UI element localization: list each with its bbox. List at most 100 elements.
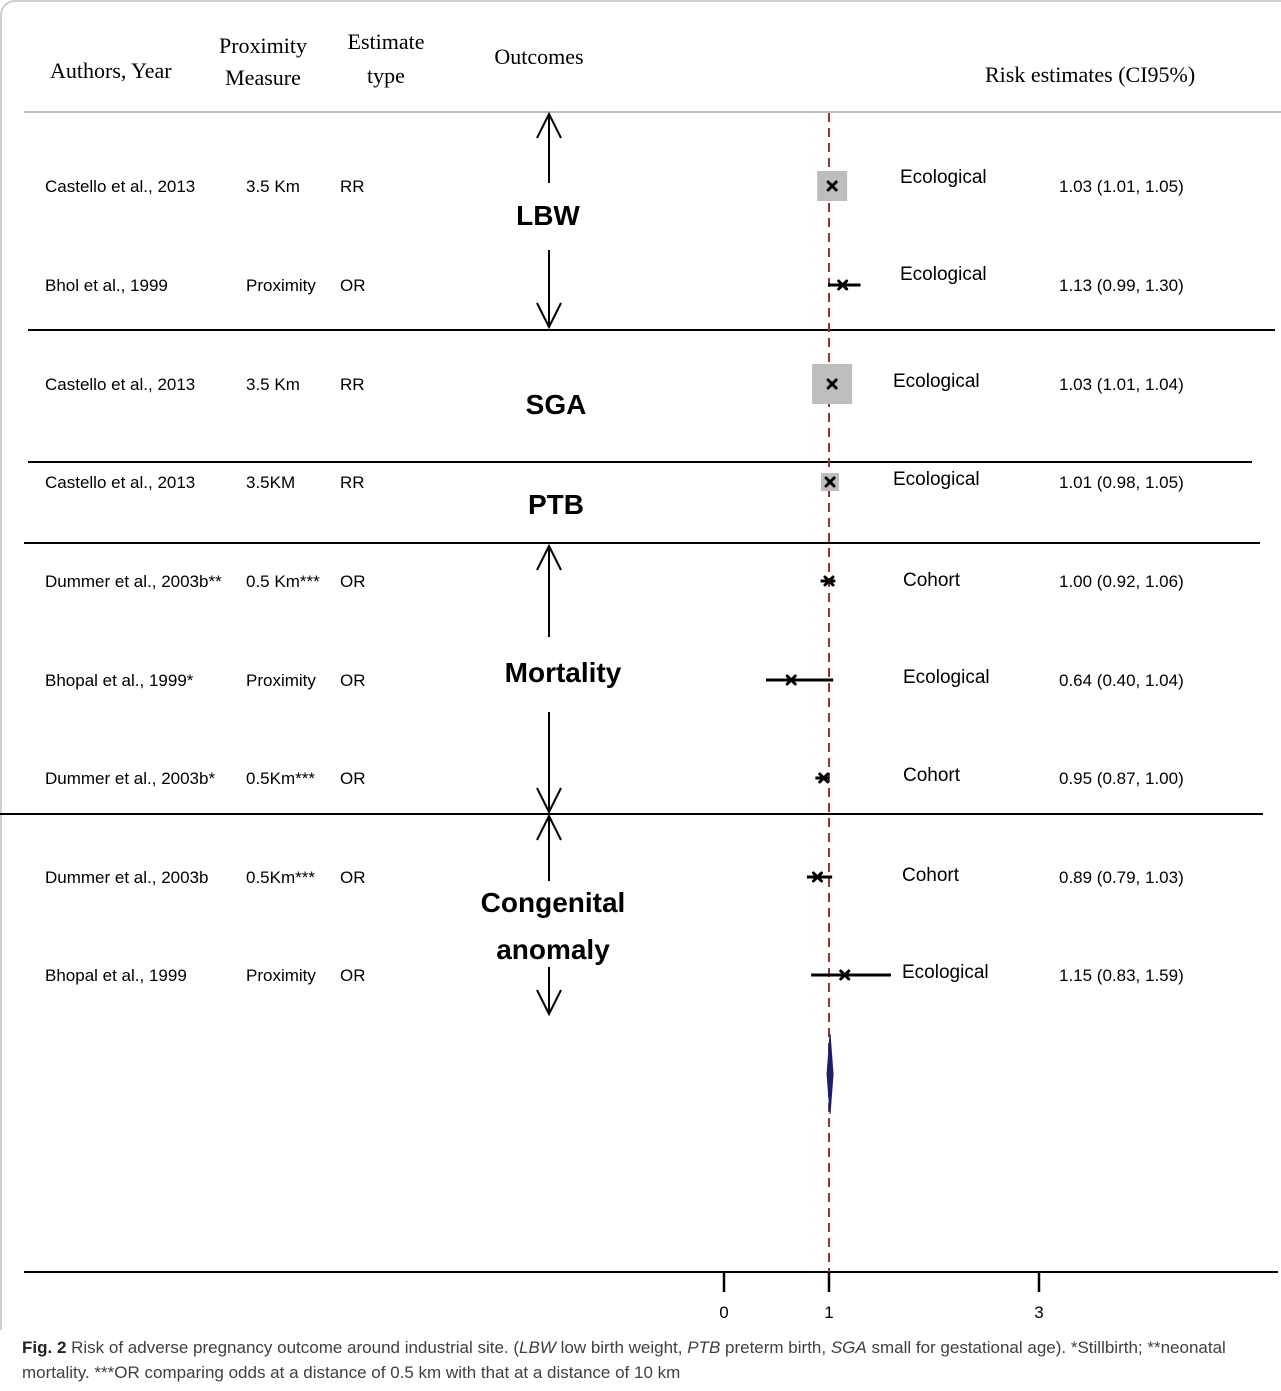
caption-abbr-sga: SGA (830, 1338, 867, 1357)
header-row: Authors, Year Proximity Measure Estimate typ… (50, 29, 1195, 90)
row-estimate-type: OR (340, 769, 366, 788)
point-estimate-3 (824, 476, 836, 488)
row-risk-estimate: 1.01 (0.98, 1.05) (1059, 473, 1184, 492)
row-risk-estimate: 1.03 (1.01, 1.05) (1059, 177, 1184, 196)
study-rows: Castello et al., 2013 3.5 Km RR Ecological 1… (45, 167, 1184, 985)
row-proximity: Proximity (246, 276, 316, 295)
outcome-label-0-line-0: LBW (516, 200, 580, 231)
x-tick-label-1: 1 (824, 1303, 833, 1322)
row-design: Cohort (903, 765, 961, 786)
row-design: Cohort (902, 865, 960, 886)
point-estimate-4 (823, 575, 835, 587)
row-proximity: 3.5KM (246, 473, 295, 492)
row-author: Dummer et al., 2003b (45, 868, 208, 887)
outcome-label-4-line-1: anomaly (496, 934, 610, 965)
anomaly-arrow-down-head (536, 989, 562, 1017)
outcome-label-4-line-0: Congenital (481, 887, 626, 918)
table-row: Bhol et al., 1999 Proximity OR Ecological 1.… (45, 264, 1184, 295)
row-author: Bhopal et al., 1999 (45, 966, 187, 985)
forest-plot: Authors, Year Proximity Measure Estimate typ… (0, 0, 1281, 1330)
row-proximity: 3.5 Km (246, 177, 300, 196)
row-author: Bhol et al., 1999 (45, 276, 168, 295)
plot-structure: LBW SGA PTB Mortality Congenital anomaly (0, 111, 1281, 1273)
row-estimate-type: OR (340, 671, 366, 690)
table-row: Bhopal et al., 1999 Proximity OR Ecological… (45, 962, 1184, 985)
caption-fig-label: Fig. 2 (22, 1338, 67, 1357)
point-estimate-1 (837, 279, 849, 291)
row-author: Castello et al., 2013 (45, 177, 195, 196)
row-proximity: Proximity (246, 671, 316, 690)
header-estimate-line1: Estimate (348, 29, 425, 54)
row-proximity: Proximity (246, 966, 316, 985)
figure-caption: Fig. 2 Risk of adverse pregnancy outcome… (22, 1335, 1277, 1385)
row-author: Castello et al., 2013 (45, 375, 195, 394)
mortality-arrow-down-head (536, 787, 562, 815)
row-estimate-type: OR (340, 572, 366, 591)
row-risk-estimate: 1.03 (1.01, 1.04) (1059, 375, 1184, 394)
point-estimate-5 (785, 674, 797, 686)
row-design: Ecological (893, 371, 980, 392)
caption-text-d: small for gestational age). *Stillbirth;… (22, 1338, 1226, 1382)
point-estimate-0 (826, 180, 838, 192)
row-author: Bhopal et al., 1999* (45, 671, 194, 690)
header-outcomes: Outcomes (494, 44, 583, 69)
header-risk-estimates: Risk estimates (CI95%) (985, 62, 1195, 87)
row-estimate-type: OR (340, 276, 366, 295)
header-estimate-line2: type (367, 63, 405, 88)
table-row: Castello et al., 2013 3.5KM RR Ecological 1.… (45, 469, 1184, 492)
table-row: Bhopal et al., 1999* Proximity OR Ecologica… (45, 667, 1184, 690)
table-row: Dummer et al., 2003b** 0.5 Km*** OR Cohort 1… (45, 570, 1184, 591)
x-tick-label-0: 0 (719, 1303, 728, 1322)
row-author: Castello et al., 2013 (45, 473, 195, 492)
row-estimate-type: RR (340, 177, 365, 196)
outcome-label-2-line-0: PTB (528, 489, 584, 520)
row-proximity: 3.5 Km (246, 375, 300, 394)
point-estimate-2 (826, 378, 838, 390)
anomaly-arrow-up-head (536, 813, 562, 841)
point-estimate-7 (811, 871, 823, 883)
row-risk-estimate: 1.13 (0.99, 1.30) (1059, 276, 1184, 295)
table-row: Castello et al., 2013 3.5 Km RR Ecological 1… (45, 167, 1184, 196)
lbw-arrow-down-head (536, 302, 562, 330)
x-tick-label-2: 3 (1034, 1303, 1043, 1322)
outcome-label-3-line-0: Mortality (505, 657, 622, 688)
header-proximity-line2: Measure (225, 65, 301, 90)
row-design: Ecological (900, 167, 987, 188)
point-estimate-6 (818, 772, 830, 784)
lbw-arrow-up-head (536, 111, 562, 139)
caption-abbr-lbw: LBW (519, 1338, 556, 1357)
row-risk-estimate: 0.64 (0.40, 1.04) (1059, 671, 1184, 690)
x-axis: 0 1 3 (719, 1272, 1044, 1322)
row-risk-estimate: 1.00 (0.92, 1.06) (1059, 572, 1184, 591)
header-proximity-line1: Proximity (219, 33, 307, 58)
row-estimate-type: OR (340, 868, 366, 887)
table-row: Castello et al., 2013 3.5 Km RR Ecological 1… (45, 371, 1184, 394)
pooled-estimate-diamond (826, 1033, 834, 1115)
point-estimate-8 (839, 969, 851, 981)
outcome-label-1-line-0: SGA (526, 389, 587, 420)
caption-text-c: preterm birth, (720, 1338, 831, 1357)
row-risk-estimate: 0.95 (0.87, 1.00) (1059, 769, 1184, 788)
table-row: Dummer et al., 2003b 0.5Km*** OR Cohort 0.89… (45, 865, 1184, 887)
row-proximity: 0.5Km*** (246, 868, 315, 887)
row-design: Ecological (903, 667, 990, 688)
row-author: Dummer et al., 2003b** (45, 572, 222, 591)
caption-text-a: Risk of adverse pregnancy outcome around… (66, 1338, 520, 1357)
row-estimate-type: OR (340, 966, 366, 985)
row-estimate-type: RR (340, 473, 365, 492)
table-row: Dummer et al., 2003b* 0.5Km*** OR Cohort 0.9… (45, 765, 1184, 788)
row-design: Cohort (903, 570, 961, 591)
row-estimate-type: RR (340, 375, 365, 394)
row-design: Ecological (900, 264, 987, 285)
row-risk-estimate: 0.89 (0.79, 1.03) (1059, 868, 1184, 887)
row-design: Ecological (893, 469, 980, 490)
row-author: Dummer et al., 2003b* (45, 769, 215, 788)
caption-text-b: low birth weight, (555, 1338, 688, 1357)
chart-marks (766, 113, 891, 1272)
row-design: Ecological (902, 962, 989, 983)
figure-border (0, 0, 1281, 1330)
row-proximity: 0.5Km*** (246, 769, 315, 788)
row-proximity: 0.5 Km*** (246, 572, 320, 591)
caption-abbr-ptb: PTB (687, 1338, 721, 1357)
